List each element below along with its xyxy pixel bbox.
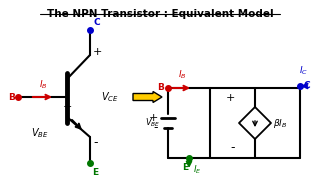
Text: C: C <box>304 82 311 91</box>
Text: $I_C$: $I_C$ <box>300 64 308 77</box>
Text: +: + <box>148 113 158 123</box>
Text: +: + <box>226 93 235 103</box>
Text: C: C <box>93 18 100 27</box>
Text: $I_B$: $I_B$ <box>39 78 47 91</box>
Text: E: E <box>92 168 98 177</box>
FancyArrow shape <box>133 91 162 102</box>
Text: $I_E$: $I_E$ <box>193 164 202 176</box>
Text: E: E <box>182 163 188 172</box>
Text: B: B <box>157 84 164 93</box>
Text: -: - <box>154 122 158 134</box>
Text: The NPN Transistor : Equivalent Model: The NPN Transistor : Equivalent Model <box>47 9 273 19</box>
Text: $I_B$: $I_B$ <box>178 69 186 81</box>
Text: -: - <box>230 141 235 154</box>
Text: +: + <box>62 102 72 112</box>
Text: $V_{BE}$: $V_{BE}$ <box>145 117 160 129</box>
Text: $V_{BE}$: $V_{BE}$ <box>31 126 49 140</box>
Text: B: B <box>8 93 15 102</box>
Text: -: - <box>93 136 98 150</box>
Text: $V_{CE}$: $V_{CE}$ <box>101 90 119 104</box>
Text: +: + <box>93 47 102 57</box>
Text: $\beta I_B$: $\beta I_B$ <box>273 116 287 129</box>
